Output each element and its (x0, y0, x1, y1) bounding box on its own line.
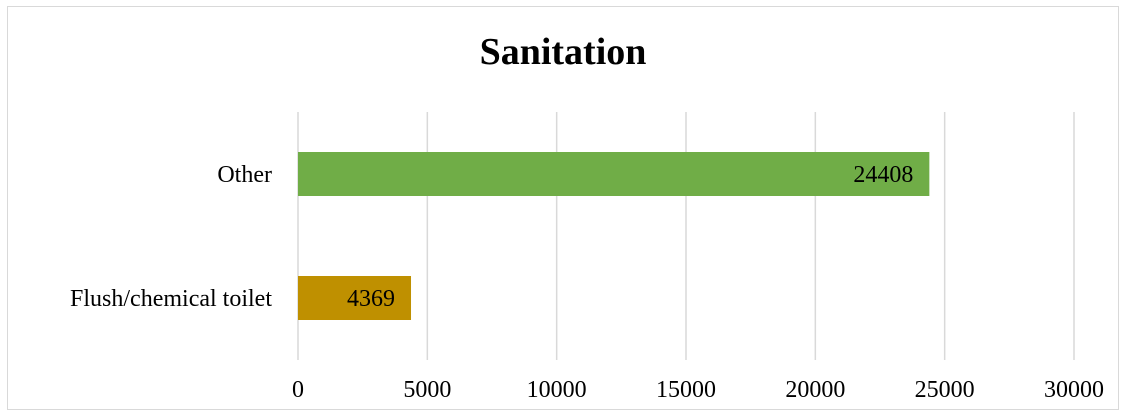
data-label-flush-chemical-toilet: 4369 (347, 286, 395, 312)
x-tick-label-20000: 20000 (785, 377, 845, 403)
gridlines (297, 112, 1075, 360)
x-tick-label-10000: 10000 (527, 377, 587, 403)
x-tick-label-30000: 30000 (1044, 377, 1104, 403)
x-axis-ticks: 0 5000 10000 15000 20000 25000 30000 (292, 377, 1104, 403)
bar-flush-chemical-toilet (298, 276, 412, 320)
x-tick-label-25000: 25000 (915, 377, 975, 403)
data-label-other: 24408 (853, 162, 913, 188)
category-label-other: Other (217, 162, 272, 188)
bar-other (298, 152, 930, 196)
data-labels: 24408 4369 (347, 162, 913, 312)
chart-frame (7, 6, 1119, 410)
bars (298, 152, 930, 320)
category-labels: Other Flush/chemical toilet (70, 162, 272, 312)
x-tick-label-5000: 5000 (403, 377, 451, 403)
x-tick-label-0: 0 (292, 377, 304, 403)
category-label-flush-chemical-toilet: Flush/chemical toilet (70, 286, 272, 312)
x-tick-label-15000: 15000 (656, 377, 716, 403)
chart-title: Sanitation (479, 31, 647, 73)
